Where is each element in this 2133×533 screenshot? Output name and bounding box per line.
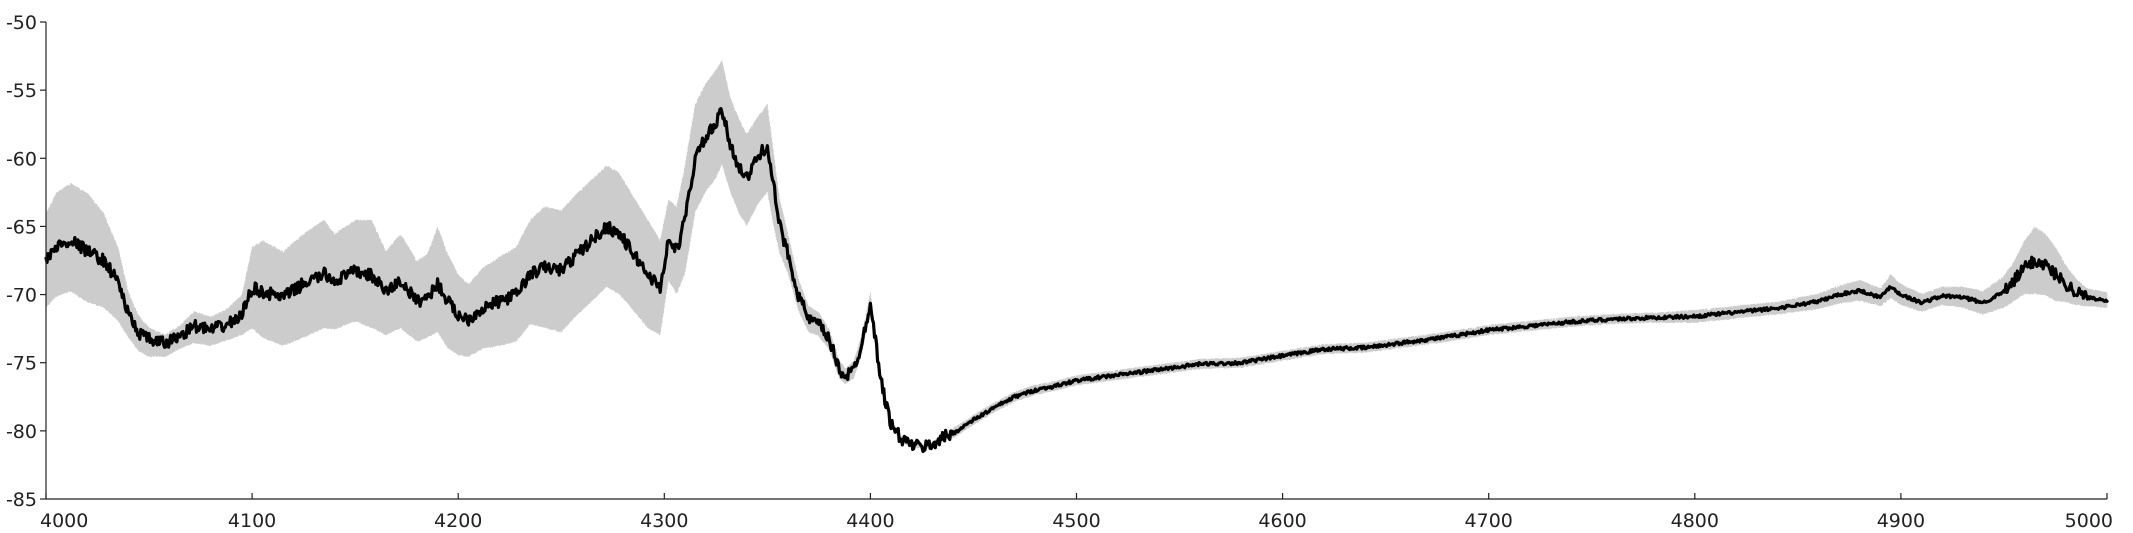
- y-tick-label: -60: [6, 148, 37, 170]
- x-tick-label: 4800: [1671, 510, 1719, 532]
- spread-band: [45, 60, 2108, 450]
- y-tick-label: -65: [6, 216, 37, 238]
- x-tick-label: 4000: [40, 510, 88, 532]
- x-tick-label: 5000: [2065, 510, 2113, 532]
- y-tick-label: -80: [6, 421, 37, 443]
- x-tick-label: 4400: [846, 510, 894, 532]
- x-tick-label: 4100: [228, 510, 276, 532]
- x-tick-label: 4200: [434, 510, 482, 532]
- mean-series-layer: [44, 107, 2109, 454]
- y-tick-label: -50: [6, 12, 37, 34]
- x-tick-label: 4500: [1052, 510, 1100, 532]
- y-tick-label: -85: [6, 489, 37, 511]
- x-tick-label: 4700: [1465, 510, 1513, 532]
- x-tick-label: 4600: [1258, 510, 1306, 532]
- x-axis-ticks: 4000 4100 4200 4300 4400 4500 4600 4700 4800 4900…: [40, 493, 2113, 532]
- x-tick-label: 4900: [1877, 510, 1925, 532]
- x-tick-label: 4300: [640, 510, 688, 532]
- mean-series-line: [44, 107, 2109, 454]
- y-tick-label: -75: [6, 353, 37, 375]
- y-tick-label: -70: [6, 285, 37, 307]
- y-axis-ticks: -50 -55 -60 -65 -70 -75 -80 -85: [6, 12, 46, 511]
- y-tick-label: -55: [6, 80, 37, 102]
- spread-band-layer: [45, 60, 2108, 450]
